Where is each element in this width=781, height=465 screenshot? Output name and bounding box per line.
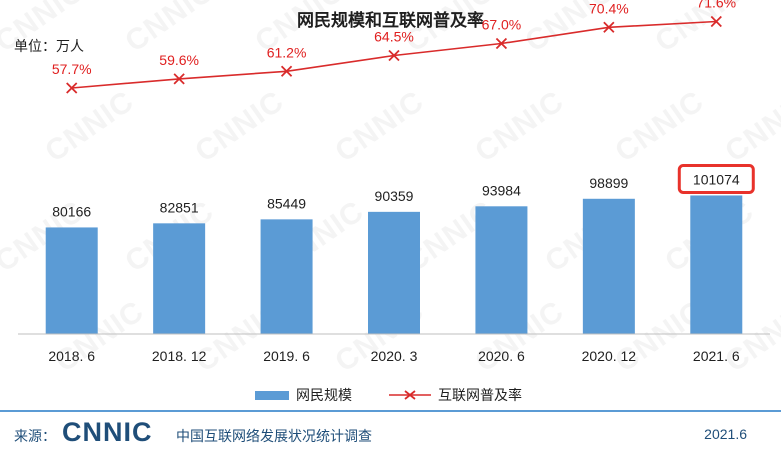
rate-marker	[173, 73, 185, 85]
rate-marker	[603, 21, 615, 33]
rate-value-label: 67.0%	[482, 17, 522, 33]
rate-value-label: 71.6%	[696, 0, 736, 11]
x-tick-label: 2021. 6	[693, 348, 740, 364]
bar-value-label: 85449	[267, 195, 306, 211]
x-tick-label: 2020. 3	[371, 348, 418, 364]
rate-marker	[495, 37, 508, 50]
x-tick-label: 2018. 6	[48, 348, 95, 364]
bar	[153, 223, 206, 334]
x-tick-label: 2019. 6	[263, 348, 310, 364]
chart-area: 2018. 6 2018. 12 2019. 6 2020. 3 2020. 6 2020…	[18, 0, 770, 404]
rate-marker	[710, 15, 722, 28]
legend-line-marker	[404, 390, 416, 400]
legend-bar-swatch	[255, 391, 289, 400]
footer-divider	[0, 410, 781, 412]
rate-marker	[388, 49, 400, 62]
x-tick-label: 2018. 12	[152, 348, 207, 364]
source-label: 来源：	[14, 429, 56, 445]
bar-value-label: 82851	[160, 199, 199, 215]
footer: 来源： CNNIC 中国互联网络发展状况统计调查 2021.6	[0, 414, 781, 454]
report-date: 2021.6	[704, 426, 747, 442]
rate-marker	[66, 82, 78, 94]
legend-line-label: 互联网普及率	[438, 387, 522, 404]
bar	[475, 206, 528, 334]
x-tick-label: 2020. 12	[582, 348, 637, 364]
chart-title: 网民规模和互联网普及率	[297, 11, 484, 31]
bar	[690, 195, 743, 334]
unit-label: 单位：万人	[14, 39, 84, 55]
bar-value-label: 80166	[52, 203, 91, 219]
bar	[582, 198, 635, 334]
bar-value-label: 90359	[375, 188, 414, 204]
bar-value-label: 101074	[693, 171, 740, 187]
rate-value-label: 64.5%	[374, 28, 414, 44]
bar-value-label: 98899	[589, 175, 628, 191]
bar-value-label: 93984	[482, 182, 521, 198]
cnnic-logo: CNNIC	[62, 417, 153, 447]
rate-value-label: 61.2%	[267, 44, 307, 60]
legend: 网民规模 互联网普及率	[255, 387, 522, 404]
x-tick-label: 2020. 6	[478, 348, 525, 364]
bar	[45, 227, 98, 334]
rate-value-label: 57.7%	[52, 61, 92, 77]
highlight-box	[677, 163, 755, 194]
legend-bar-label: 网民规模	[296, 388, 352, 404]
bar	[260, 219, 313, 334]
rate-marker	[280, 65, 293, 77]
rate-value-label: 59.6%	[159, 52, 199, 68]
bar	[368, 211, 420, 334]
rate-value-label: 70.4%	[589, 0, 629, 16]
source-name: 中国互联网络发展状况统计调查	[176, 429, 372, 445]
